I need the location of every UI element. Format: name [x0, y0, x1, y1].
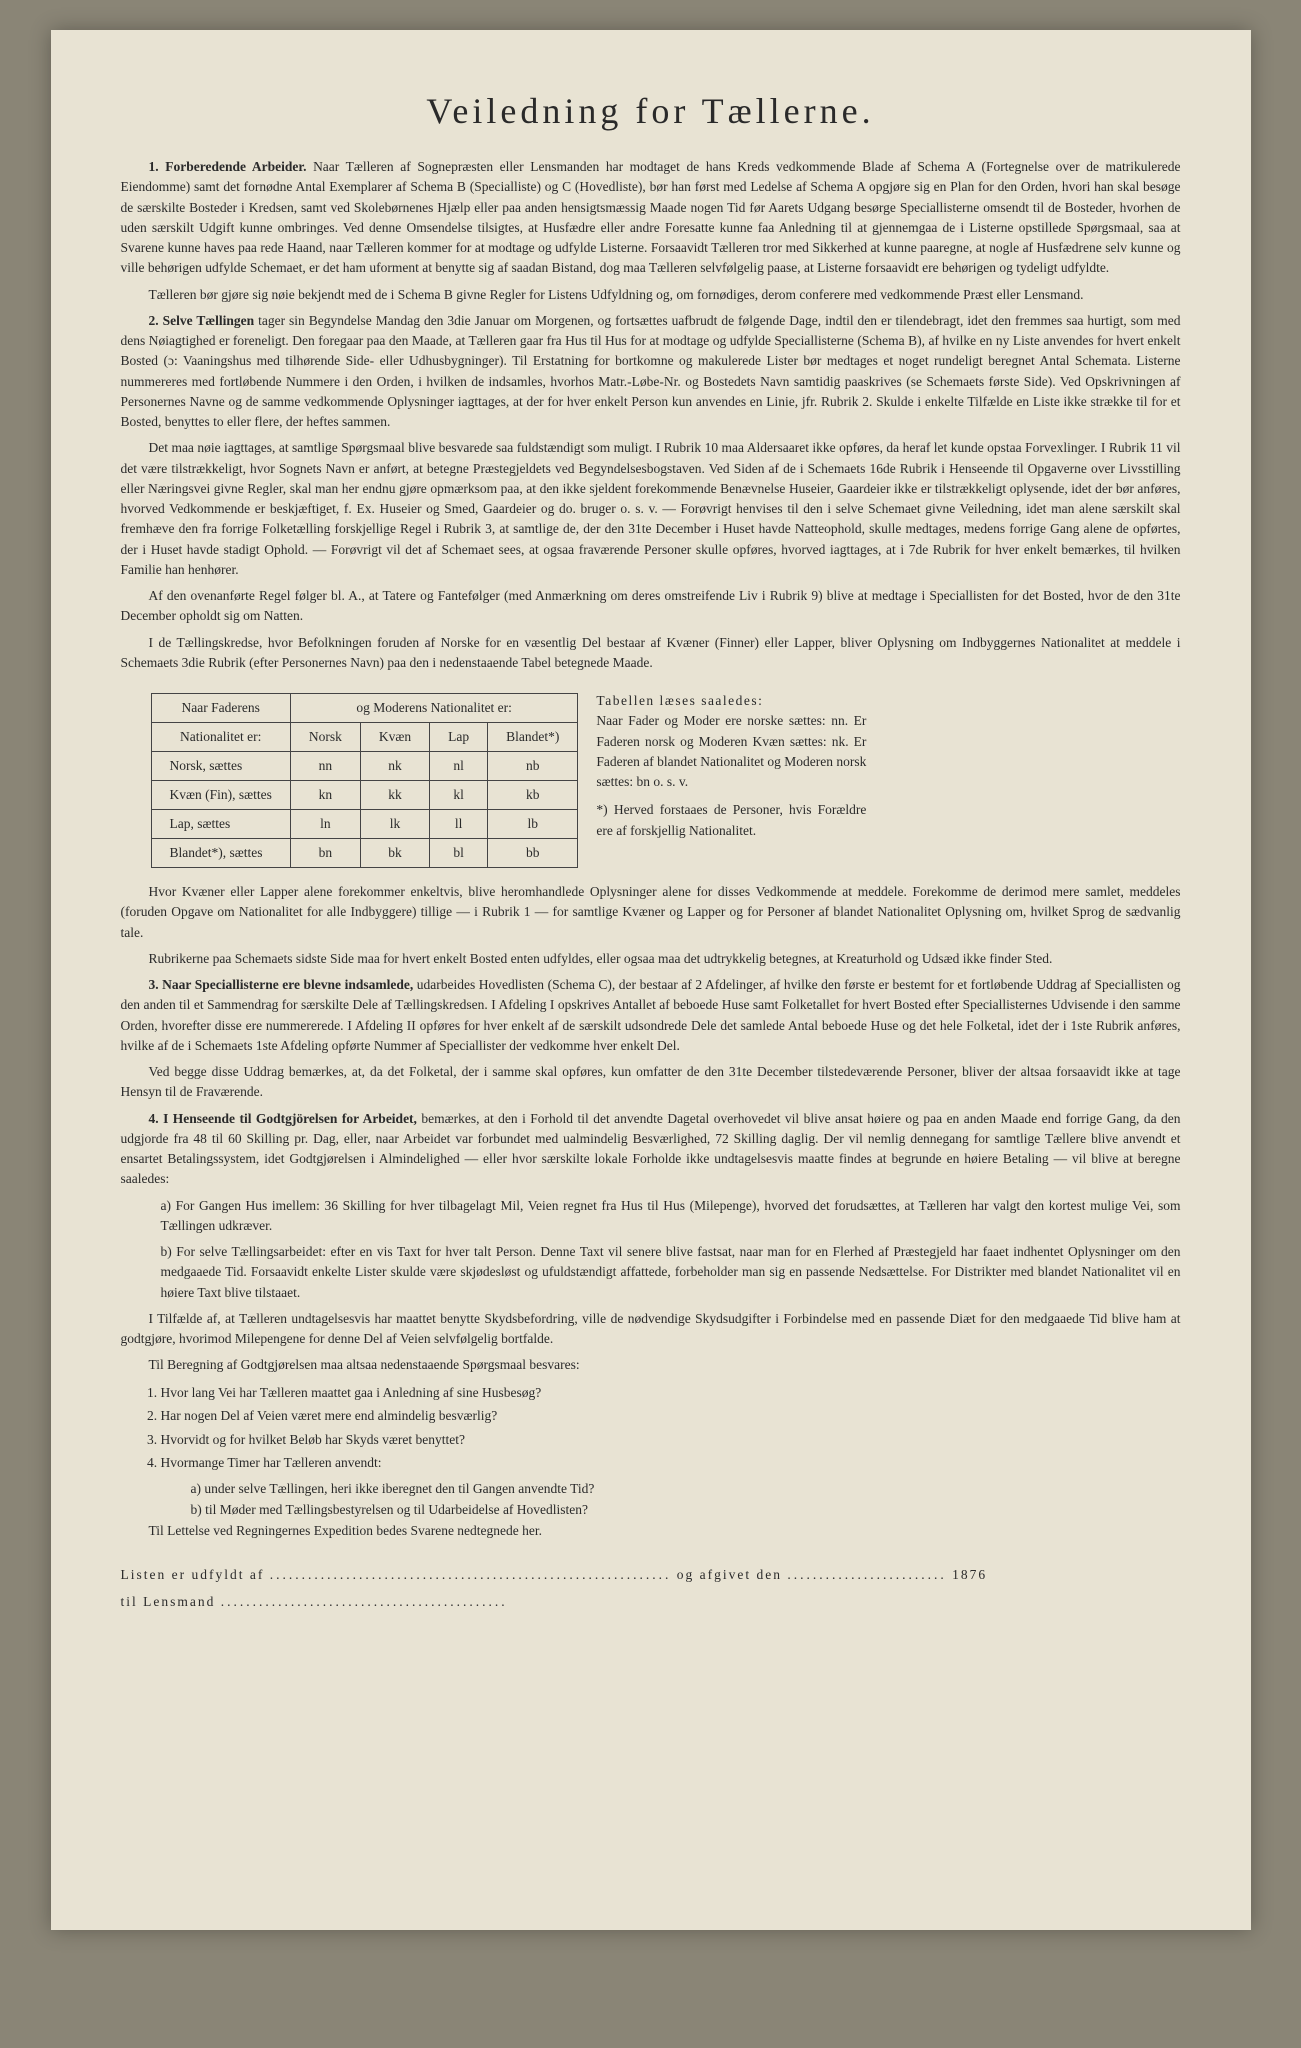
- table-side-body: Naar Fader og Moder ere norske sættes: n…: [596, 711, 866, 792]
- section-4-a: a) For Gangen Hus imellem: 36 Skilling f…: [161, 1196, 1181, 1237]
- section-1-text1: Naar Tælleren af Sognepræsten eller Lens…: [121, 159, 1181, 275]
- footer-line-1: Listen er udfyldt af ...................…: [121, 1561, 1181, 1588]
- section-1-lead: 1. Forberedende Arbeider.: [149, 159, 307, 174]
- list-item: Hvor lang Vei har Tælleren maattet gaa i…: [161, 1382, 1181, 1404]
- table-header-top-right: og Moderens Nationalitet er:: [290, 694, 578, 723]
- footer: Listen er udfyldt af ...................…: [121, 1561, 1181, 1615]
- question-4a: a) under selve Tællingen, heri ikke iber…: [191, 1478, 1181, 1500]
- table-row: Norsk, sættes nn nk nl nb: [151, 752, 578, 781]
- section-4-b: b) For selve Tællingsarbeidet: efter en …: [161, 1242, 1181, 1303]
- section-2-p6: Rubrikerne paa Schemaets sidste Side maa…: [121, 949, 1181, 969]
- footer-line-2: til Lensmand ...........................…: [121, 1588, 1181, 1615]
- section-2-p2: Det maa nøie iagttages, at samtlige Spør…: [121, 438, 1181, 580]
- page-title: Veiledning for Tællerne.: [121, 90, 1181, 132]
- section-2-p4: I de Tællingskredse, hvor Befolkningen f…: [121, 633, 1181, 674]
- section-2-p5: Hvor Kvæner eller Lapper alene forekomme…: [121, 882, 1181, 943]
- section-1-p1: 1. Forberedende Arbeider. Naar Tælleren …: [121, 157, 1181, 279]
- table-row-header: Nationalitet er:: [151, 723, 290, 752]
- table-side-title: Tabellen læses saaledes:: [596, 691, 866, 711]
- section-2-p3: Af den ovenanførte Regel følger bl. A., …: [121, 586, 1181, 627]
- section-3-p1: 3. Naar Speciallisterne ere blevne indsa…: [121, 975, 1181, 1056]
- table-row: Kvæn (Fin), sættes kn kk kl kb: [151, 781, 578, 810]
- table-side-text: Tabellen læses saaledes: Naar Fader og M…: [596, 679, 866, 841]
- list-item: Hvormange Timer har Tælleren anvendt:: [161, 1452, 1181, 1474]
- section-4-p2: I Tilfælde af, at Tælleren undtagelsesvi…: [121, 1309, 1181, 1350]
- table-col-3: Blandet*): [488, 723, 578, 752]
- document-page: Veiledning for Tællerne. 1. Forberedende…: [51, 30, 1251, 1930]
- dotted-fill: ........................................…: [221, 1594, 508, 1609]
- table-header-top-left: Naar Faderens: [151, 694, 290, 723]
- section-4-p3: Til Beregning af Godtgjørelsen maa altsa…: [121, 1355, 1181, 1375]
- table-col-1: Kvæn: [360, 723, 429, 752]
- section-4-p4: Til Lettelse ved Regningernes Expedition…: [121, 1521, 1181, 1541]
- section-3-lead: 3. Naar Speciallisterne ere blevne indsa…: [149, 977, 414, 992]
- section-1-p2: Tælleren bør gjøre sig nøie bekjendt med…: [121, 285, 1181, 305]
- dotted-fill: ........................................…: [270, 1567, 672, 1582]
- section-3-p2: Ved begge disse Uddrag bemærkes, at, da …: [121, 1062, 1181, 1103]
- section-4-p1: 4. I Henseende til Godtgjörelsen for Arb…: [121, 1109, 1181, 1190]
- questions-list: Hvor lang Vei har Tælleren maattet gaa i…: [161, 1382, 1181, 1474]
- section-2-p1: 2. Selve Tællingen tager sin Begyndelse …: [121, 311, 1181, 433]
- table-col-2: Lap: [430, 723, 488, 752]
- list-item: Hvorvidt og for hvilket Beløb har Skyds …: [161, 1429, 1181, 1451]
- table-row: Blandet*), sættes bn bk bl bb: [151, 839, 578, 868]
- dotted-fill: .........................: [787, 1567, 946, 1582]
- table-footnote: *) Herved forstaaes de Personer, hvis Fo…: [596, 800, 866, 841]
- table-col-0: Norsk: [290, 723, 360, 752]
- nationality-table: Naar Faderens og Moderens Nationalitet e…: [151, 693, 579, 868]
- question-4b: b) til Møder med Tællingsbestyrelsen og …: [191, 1499, 1181, 1521]
- section-2-text1: tager sin Begyndelse Mandag den 3die Jan…: [121, 313, 1181, 429]
- section-2-lead: 2. Selve Tællingen: [149, 313, 255, 328]
- table-row: Lap, sættes ln lk ll lb: [151, 810, 578, 839]
- list-item: Har nogen Del af Veien været mere end al…: [161, 1405, 1181, 1427]
- nationality-table-wrap: Naar Faderens og Moderens Nationalitet e…: [121, 679, 1181, 882]
- section-4-lead: 4. I Henseende til Godtgjörelsen for Arb…: [149, 1111, 417, 1126]
